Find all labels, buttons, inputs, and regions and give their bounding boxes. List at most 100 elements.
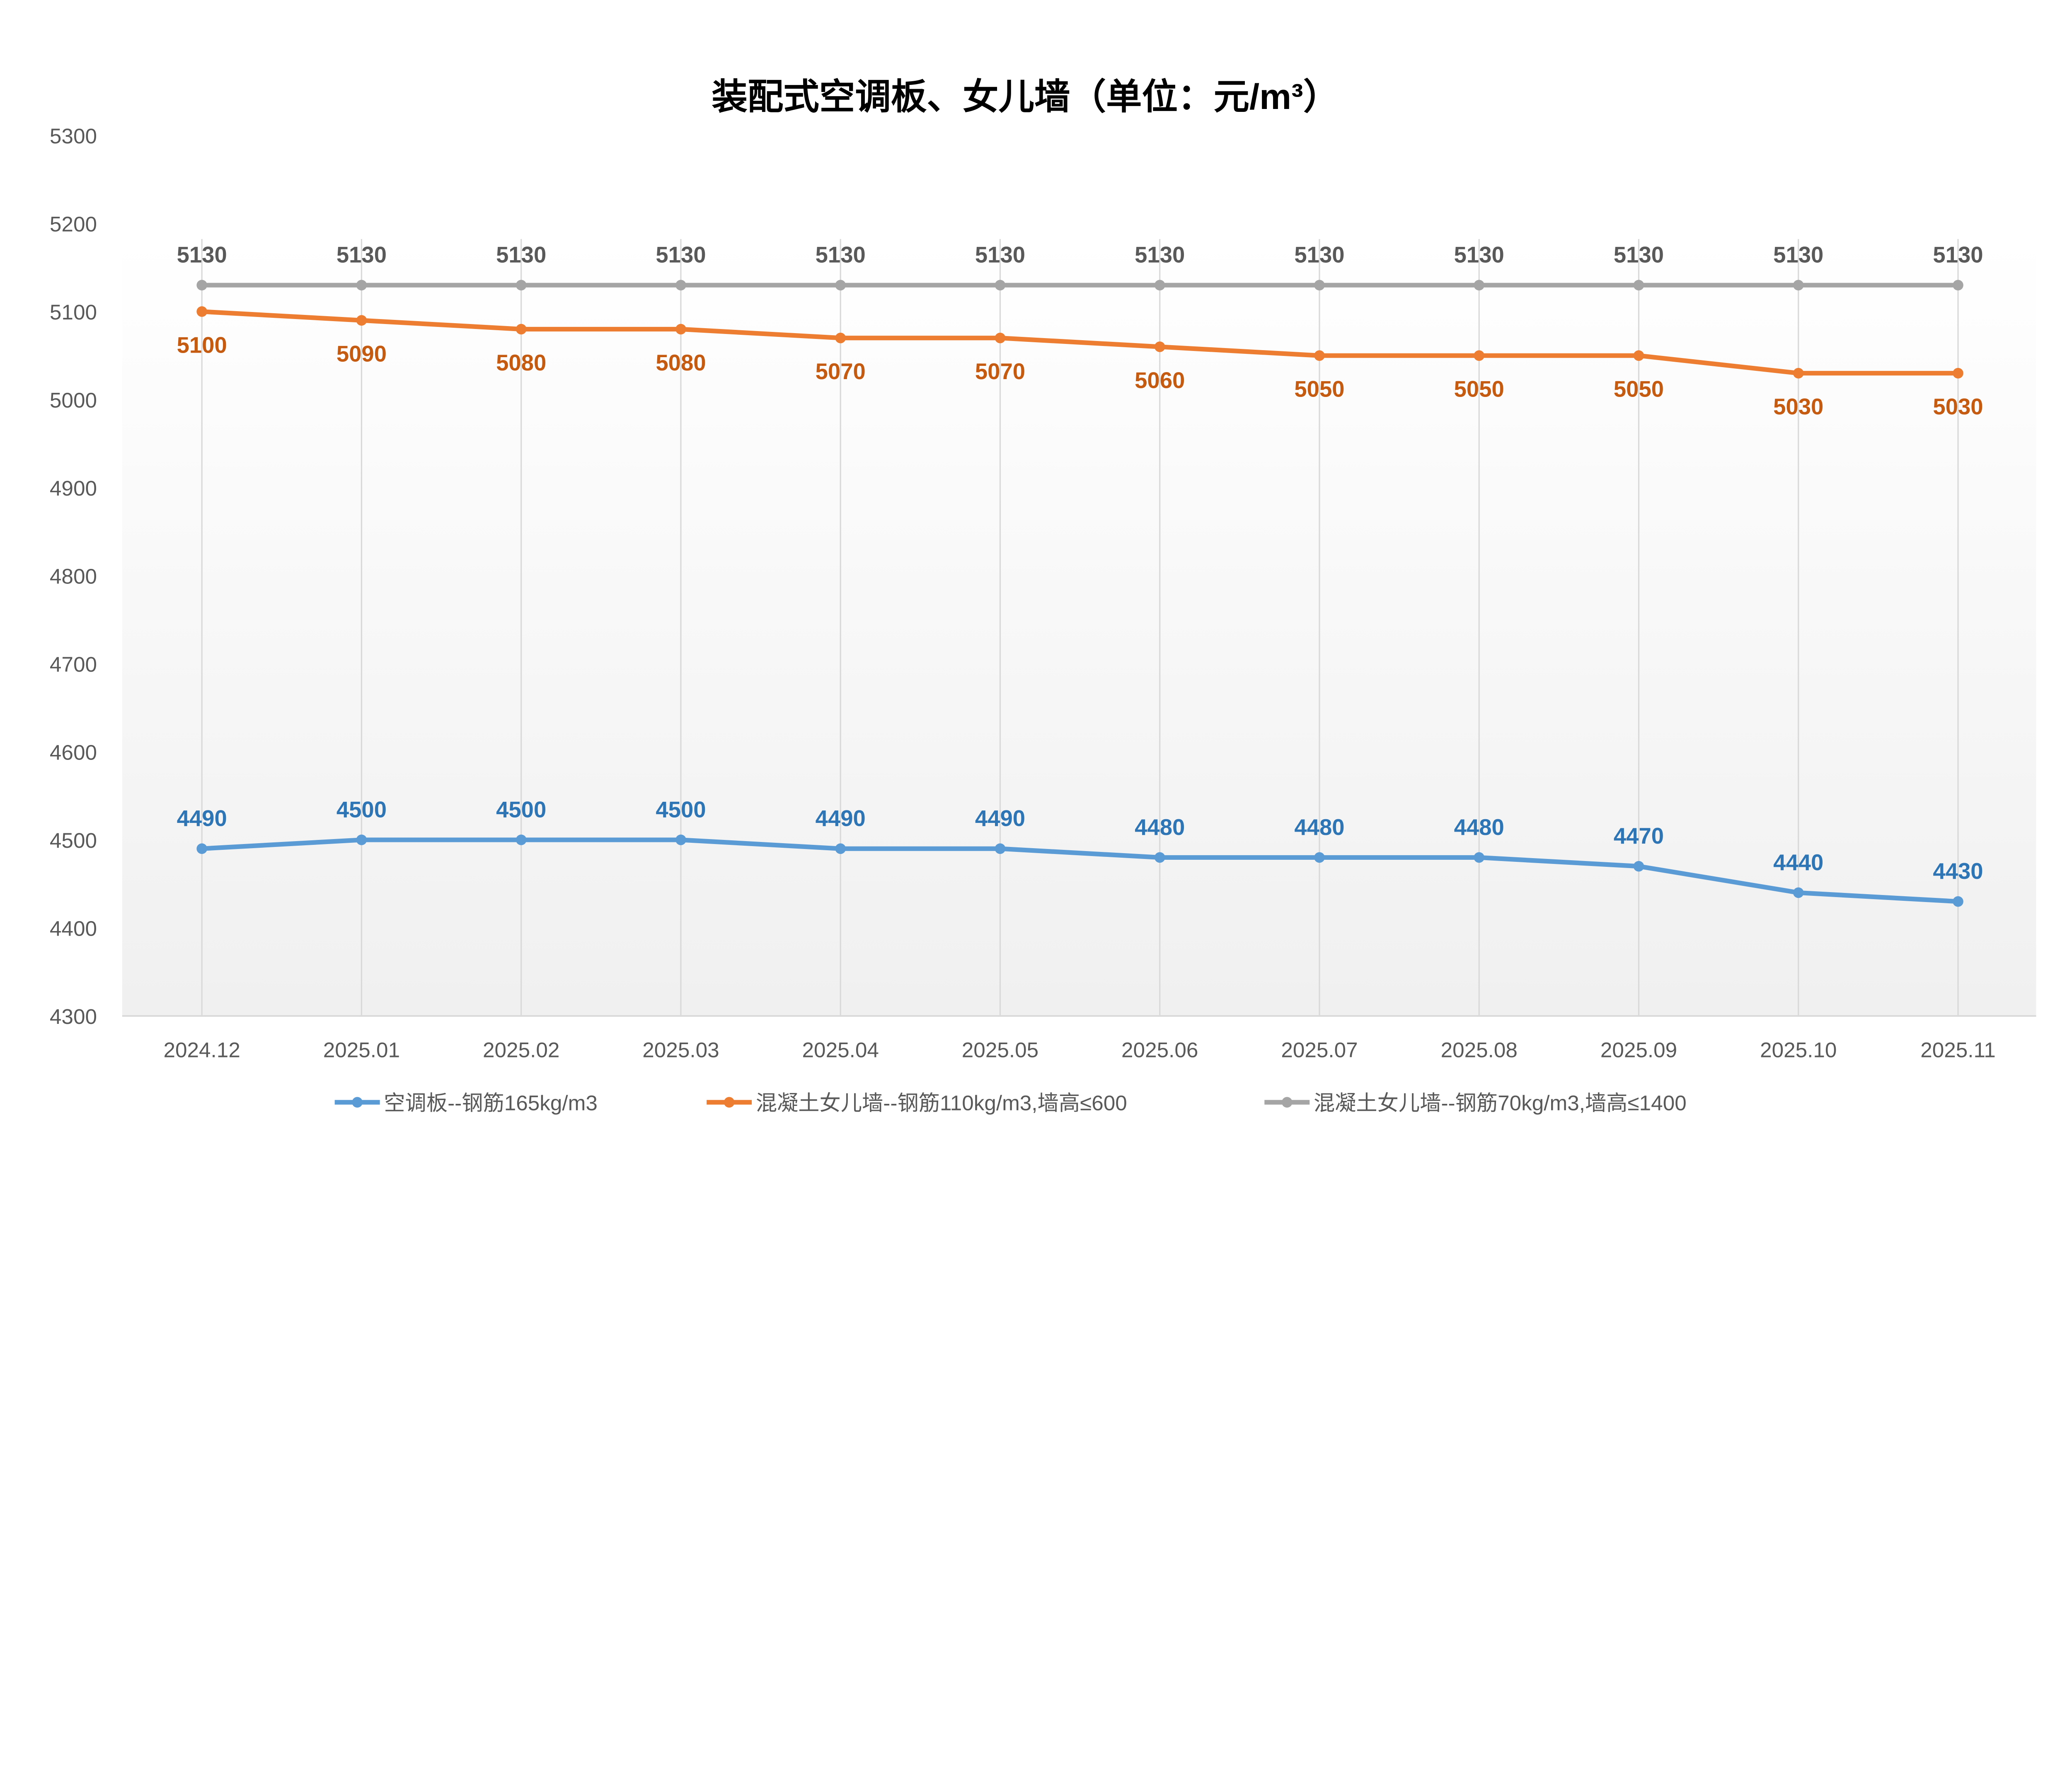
data-point [1793, 368, 1804, 379]
data-label: 5130 [656, 242, 706, 268]
x-tick-label: 2025.07 [1281, 1038, 1358, 1062]
data-label: 5030 [1773, 394, 1823, 419]
data-label: 5100 [177, 332, 227, 358]
data-point [1314, 280, 1325, 290]
data-label: 5130 [975, 242, 1025, 268]
data-point [1793, 887, 1804, 898]
x-tick-label: 2024.12 [164, 1038, 240, 1062]
x-tick-label: 2025.05 [962, 1038, 1038, 1062]
data-point [516, 280, 527, 290]
y-tick-label: 5200 [50, 213, 97, 236]
data-label: 4480 [1135, 815, 1185, 840]
y-tick-label: 4800 [50, 565, 97, 588]
data-point [675, 324, 686, 335]
x-tick-label: 2025.06 [1121, 1038, 1198, 1062]
data-label: 4490 [816, 806, 866, 831]
data-point [675, 835, 686, 845]
data-point [196, 843, 207, 854]
data-point [1154, 852, 1165, 863]
x-tick-label: 2025.10 [1760, 1038, 1837, 1062]
data-label: 4480 [1294, 815, 1344, 840]
data-label: 4490 [177, 806, 227, 831]
data-label: 4480 [1454, 815, 1504, 840]
y-tick-label: 4700 [50, 653, 97, 676]
y-tick-label: 4400 [50, 917, 97, 941]
data-point [1314, 852, 1325, 863]
data-label: 5080 [656, 350, 706, 375]
data-point [516, 324, 527, 335]
data-point [356, 835, 367, 845]
data-point [356, 280, 367, 290]
data-label: 4470 [1614, 823, 1664, 849]
legend-point-marker [724, 1097, 735, 1108]
data-point [675, 280, 686, 290]
data-label: 5090 [336, 341, 387, 367]
data-point [1154, 280, 1165, 290]
line-chart: 装配式空调板、女儿墙（单位：元/m³） 4300 4400 4500 4600 4700… [50, 77, 2036, 1115]
x-tick-label: 2025.09 [1600, 1038, 1677, 1062]
series-line [201, 309, 1958, 376]
x-tick-label: 2025.04 [802, 1038, 879, 1062]
data-label: 5130 [177, 242, 227, 268]
plot-background [122, 239, 2036, 1016]
x-tick-label: 2025.11 [1920, 1038, 1996, 1062]
legend-label: 混凝土女儿墙--钢筋70kg/m3,墙高≤1400 [1314, 1091, 1687, 1115]
data-label: 5130 [1773, 242, 1823, 268]
data-label: 4490 [975, 806, 1025, 831]
y-tick-label: 4500 [50, 829, 97, 852]
x-tick-label: 2025.08 [1441, 1038, 1518, 1062]
data-label: 5130 [496, 242, 546, 268]
data-label: 5070 [975, 359, 1025, 384]
data-point [1474, 280, 1485, 290]
data-label: 5050 [1294, 377, 1344, 402]
series-line [201, 837, 1958, 904]
data-point [1474, 350, 1485, 361]
data-label: 5130 [1933, 242, 1983, 268]
legend-label: 空调板--钢筋165kg/m3 [384, 1091, 598, 1115]
data-label: 5130 [1135, 242, 1185, 268]
chart-title: 装配式空调板、女儿墙（单位：元/m³） [712, 77, 1339, 117]
y-tick-label: 5000 [50, 389, 97, 412]
data-label: 5130 [1294, 242, 1344, 268]
legend-point-marker [352, 1097, 363, 1108]
data-label: 5050 [1454, 377, 1504, 402]
data-point [516, 835, 527, 845]
x-tick-label: 2025.03 [642, 1038, 719, 1062]
data-label: 4500 [496, 797, 546, 822]
data-label: 5130 [336, 242, 387, 268]
data-point [1633, 350, 1644, 361]
data-label: 4440 [1773, 850, 1823, 875]
data-point [1314, 350, 1325, 361]
data-point [995, 332, 1006, 343]
legend-point-marker [1281, 1097, 1293, 1108]
data-point [835, 280, 846, 290]
x-tick-label: 2025.01 [323, 1038, 400, 1062]
data-point [835, 843, 846, 854]
x-tick-label: 2025.02 [483, 1038, 559, 1062]
data-point [356, 315, 367, 326]
data-label: 5030 [1933, 394, 1983, 419]
data-label: 5080 [496, 350, 546, 375]
data-point [1633, 861, 1644, 872]
data-point [196, 306, 207, 317]
data-point [1474, 852, 1485, 863]
data-label: 5130 [1614, 242, 1664, 268]
legend-label: 混凝土女儿墙--钢筋110kg/m3,墙高≤600 [756, 1091, 1127, 1115]
data-label: 5060 [1135, 368, 1185, 393]
y-tick-label: 4900 [50, 477, 97, 500]
data-point [1154, 341, 1165, 352]
data-label: 5130 [816, 242, 866, 268]
data-label: 5070 [816, 359, 866, 384]
data-point [1953, 280, 1963, 290]
data-point [1953, 896, 1963, 907]
data-point [835, 332, 846, 343]
data-point [1633, 280, 1644, 290]
data-label: 4430 [1933, 859, 1983, 884]
data-label: 5050 [1614, 377, 1664, 402]
data-label: 4500 [656, 797, 706, 822]
data-point [995, 280, 1006, 290]
y-tick-label: 5100 [50, 300, 97, 324]
data-point [995, 843, 1006, 854]
y-tick-label: 4300 [50, 1005, 97, 1028]
data-point [1793, 280, 1804, 290]
